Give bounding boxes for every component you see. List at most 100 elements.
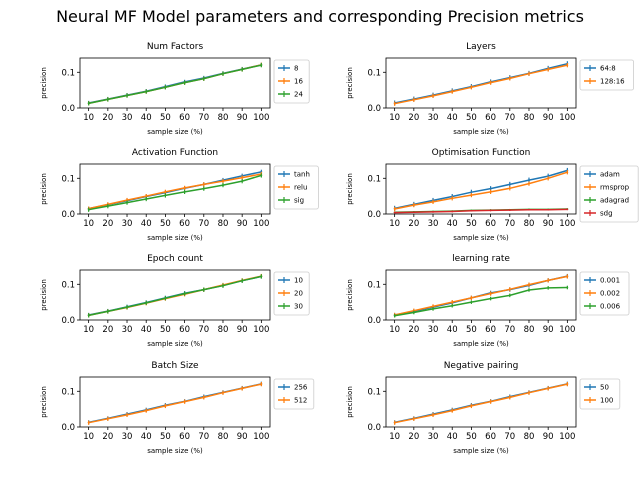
series-line <box>394 286 568 317</box>
legend-label: 100 <box>600 397 613 405</box>
legend-label: 0.002 <box>600 290 620 298</box>
legend-box <box>273 59 310 104</box>
series-line <box>394 64 568 105</box>
data-point <box>106 310 109 313</box>
data-point <box>126 94 128 97</box>
x-tick-label: 50 <box>160 219 171 229</box>
data-point <box>164 405 167 407</box>
y-tick-label: 0.0 <box>61 104 75 114</box>
series-line <box>394 62 568 104</box>
subplot-title: Epoch count <box>147 254 203 264</box>
x-tick-label: 100 <box>559 432 575 442</box>
legend-label: 16 <box>294 78 303 86</box>
series-100 <box>393 382 569 425</box>
axes-frame <box>79 57 271 109</box>
data-point <box>508 288 511 291</box>
x-tick-label: 40 <box>141 113 152 123</box>
x-tick-label: 10 <box>83 219 94 229</box>
x-axis-label: sample size (%) <box>453 128 509 136</box>
axes-frame <box>79 163 271 215</box>
x-tick-label: 30 <box>122 113 133 123</box>
x-tick-label: 40 <box>141 325 152 335</box>
x-tick-label: 100 <box>253 432 269 442</box>
data-point <box>183 400 186 403</box>
data-point <box>106 205 109 208</box>
data-point <box>164 86 167 89</box>
data-point <box>412 204 415 206</box>
x-tick-label: 60 <box>485 325 496 335</box>
y-tick-label: 0.0 <box>61 423 75 433</box>
data-point <box>183 187 186 189</box>
legend-label: adam <box>600 171 620 179</box>
data-point <box>432 94 434 97</box>
data-point <box>260 174 263 177</box>
legend-label: 8 <box>294 65 298 73</box>
subplot-title: Layers <box>466 42 496 52</box>
x-tick-label: 30 <box>428 432 439 442</box>
data-point <box>222 284 224 287</box>
data-point <box>87 421 90 424</box>
legend: 10 20 30 <box>273 271 310 316</box>
legend-box <box>273 165 319 210</box>
y-axis-label: precision <box>40 386 48 418</box>
x-tick-label: 10 <box>83 113 94 123</box>
x-tick-label: 10 <box>389 432 400 442</box>
data-point <box>451 304 454 307</box>
series-512 <box>87 382 263 425</box>
data-point <box>489 292 492 295</box>
subplot-num-factors: Num Factors 0.0 0.1 10 20 30 40 50 60 70 80 90 100 sa… <box>40 42 310 136</box>
data-point <box>87 102 90 105</box>
data-point <box>489 400 492 403</box>
x-tick-label: 90 <box>543 113 554 123</box>
subplot-title: Optimisation Function <box>432 148 531 158</box>
x-tick-label: 60 <box>179 432 190 442</box>
y-tick-label: 0.1 <box>367 387 381 397</box>
data-point <box>547 387 550 390</box>
x-tick-label: 100 <box>253 219 269 229</box>
legend-label: adagrad <box>600 197 629 205</box>
subplot-activation-function: Activation Function 0.0 0.1 10 20 30 40 50 60 70 8… <box>40 148 319 242</box>
data-point <box>566 383 569 386</box>
x-tick-label: 20 <box>102 325 113 335</box>
x-tick-label: 20 <box>408 219 419 229</box>
x-tick-label: 90 <box>237 219 248 229</box>
data-point <box>183 292 186 295</box>
x-tick-label: 40 <box>141 432 152 442</box>
x-tick-label: 90 <box>543 325 554 335</box>
y-axis-label: precision <box>346 279 354 311</box>
data-point <box>164 194 167 197</box>
x-tick-label: 60 <box>179 113 190 123</box>
data-point <box>183 81 186 84</box>
data-point <box>470 209 473 212</box>
series-relu <box>87 171 263 211</box>
x-tick-label: 20 <box>102 432 113 442</box>
legend-label: 50 <box>600 384 609 392</box>
subplot-optimisation-function: Optimisation Function 0.0 0.1 10 20 30 40 50 60 7… <box>346 148 639 242</box>
x-tick-label: 70 <box>198 432 209 442</box>
axes-frame <box>79 376 271 428</box>
x-tick-label: 30 <box>428 219 439 229</box>
x-tick-label: 60 <box>485 432 496 442</box>
data-point <box>145 198 148 200</box>
data-point <box>222 180 224 183</box>
subplot-title: Negative pairing <box>444 361 519 371</box>
subplot-batch-size: Batch Size 0.0 0.1 10 20 30 40 50 60 70 80 90 100 sam… <box>40 361 315 455</box>
data-point <box>470 296 473 299</box>
axes-frame <box>385 163 577 215</box>
x-tick-label: 90 <box>237 113 248 123</box>
x-tick-label: 80 <box>218 219 229 229</box>
x-axis-label: sample size (%) <box>147 447 203 455</box>
series-line <box>394 208 568 214</box>
data-point <box>547 68 550 71</box>
subplot-negative-pairing: Negative pairing 0.0 0.1 10 20 30 40 50 60 70 80 90… <box>346 361 621 455</box>
data-point <box>547 177 550 180</box>
y-tick-label: 0.1 <box>367 280 381 290</box>
data-point <box>164 190 167 193</box>
x-axis-label: sample size (%) <box>147 340 203 348</box>
x-tick-label: 50 <box>160 113 171 123</box>
data-point <box>241 387 244 390</box>
x-tick-label: 10 <box>389 113 400 123</box>
legend-label: relu <box>294 184 307 192</box>
series-0-006 <box>393 285 569 318</box>
